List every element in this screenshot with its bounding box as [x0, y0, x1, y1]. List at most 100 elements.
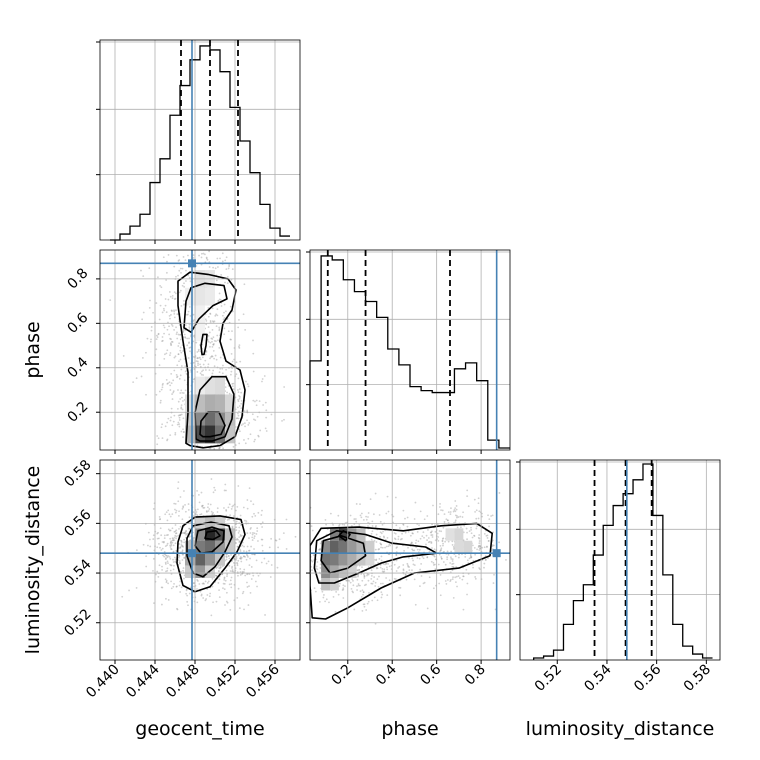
sample-point [187, 274, 190, 277]
sample-point [180, 540, 183, 542]
sample-point [250, 526, 252, 529]
sample-point [319, 547, 322, 550]
sample-point [156, 435, 159, 437]
sample-point [451, 578, 454, 581]
sample-point [318, 548, 321, 551]
sample-point [165, 557, 167, 560]
sample-point [214, 267, 217, 270]
sample-point [173, 291, 176, 294]
sample-point [357, 583, 360, 585]
sample-point [183, 303, 186, 305]
sample-point [240, 407, 243, 410]
sample-point [249, 557, 251, 560]
sample-point [155, 393, 158, 396]
sample-point [173, 309, 175, 312]
sample-point [204, 599, 207, 602]
sample-point [173, 329, 175, 331]
sample-point [164, 425, 167, 428]
sample-point [370, 574, 373, 577]
density-cell [185, 412, 195, 430]
sample-point [156, 546, 159, 549]
sample-point [241, 592, 244, 595]
sample-point [468, 557, 471, 560]
sample-point [427, 529, 429, 531]
sample-point [253, 537, 256, 540]
sample-point [167, 254, 170, 256]
contour-line [194, 375, 235, 442]
sample-point [170, 343, 172, 346]
sample-point [243, 550, 245, 552]
sample-point [220, 305, 223, 307]
sample-point [172, 561, 175, 563]
density-cell [195, 540, 205, 554]
sample-point [362, 593, 364, 596]
x-axis-label-luminosity-distance: luminosity_distance [526, 718, 715, 740]
x-tick-label: 0.452 [203, 662, 243, 702]
sample-point [185, 533, 187, 536]
sample-point [427, 541, 430, 544]
sample-point [172, 420, 175, 423]
sample-point [237, 485, 240, 487]
sample-point [188, 527, 190, 530]
sample-point [375, 566, 378, 569]
sample-point [168, 556, 171, 558]
sample-point [185, 269, 187, 272]
sample-point [434, 568, 437, 571]
contour-line [204, 530, 221, 541]
sample-point [173, 316, 176, 319]
sample-point [208, 250, 211, 253]
sample-point [361, 579, 364, 582]
sample-point [231, 360, 234, 363]
sample-point [357, 575, 359, 578]
sample-point [199, 365, 202, 368]
sample-point [239, 430, 241, 433]
sample-point [152, 557, 155, 560]
sample-point [462, 575, 465, 578]
density-cell [195, 565, 205, 579]
sample-point [215, 567, 218, 570]
sample-point [242, 571, 245, 573]
sample-point [362, 591, 365, 594]
sample-point [176, 376, 178, 379]
sample-point [384, 546, 386, 549]
sample-point [228, 555, 230, 557]
sample-point [450, 550, 453, 553]
x-tick-label: 0.456 [243, 661, 283, 701]
sample-point [215, 325, 218, 328]
panel-frame [99, 39, 301, 241]
sample-point [413, 549, 416, 552]
sample-point [440, 556, 443, 558]
sample-point [352, 579, 354, 582]
sample-point [244, 442, 247, 445]
sample-point [359, 503, 361, 506]
sample-point [229, 514, 232, 517]
sample-point [261, 509, 263, 512]
sample-point [375, 524, 377, 527]
sample-point [444, 540, 447, 543]
sample-point [399, 527, 401, 529]
sample-point [375, 541, 378, 543]
sample-point [192, 361, 195, 364]
sample-point [254, 514, 257, 517]
sample-point [238, 345, 240, 348]
sample-point [172, 390, 175, 392]
sample-point [254, 438, 256, 441]
sample-point [395, 547, 398, 549]
sample-point [210, 614, 213, 617]
sample-point [244, 574, 247, 577]
sample-point [231, 569, 234, 571]
sample-point [447, 540, 450, 543]
sample-point [246, 586, 249, 588]
sample-point [165, 352, 168, 355]
histogram-geocent_time [110, 45, 290, 241]
sample-point [247, 437, 250, 440]
panel-geocent_time_vs_luminosity_distance [121, 478, 297, 617]
sample-point [226, 391, 229, 394]
sample-point [181, 400, 184, 402]
sample-point [193, 585, 195, 588]
sample-point [187, 503, 190, 505]
sample-point [451, 569, 454, 572]
sample-point [268, 546, 271, 549]
sample-point [237, 417, 240, 420]
sample-point [374, 585, 377, 587]
